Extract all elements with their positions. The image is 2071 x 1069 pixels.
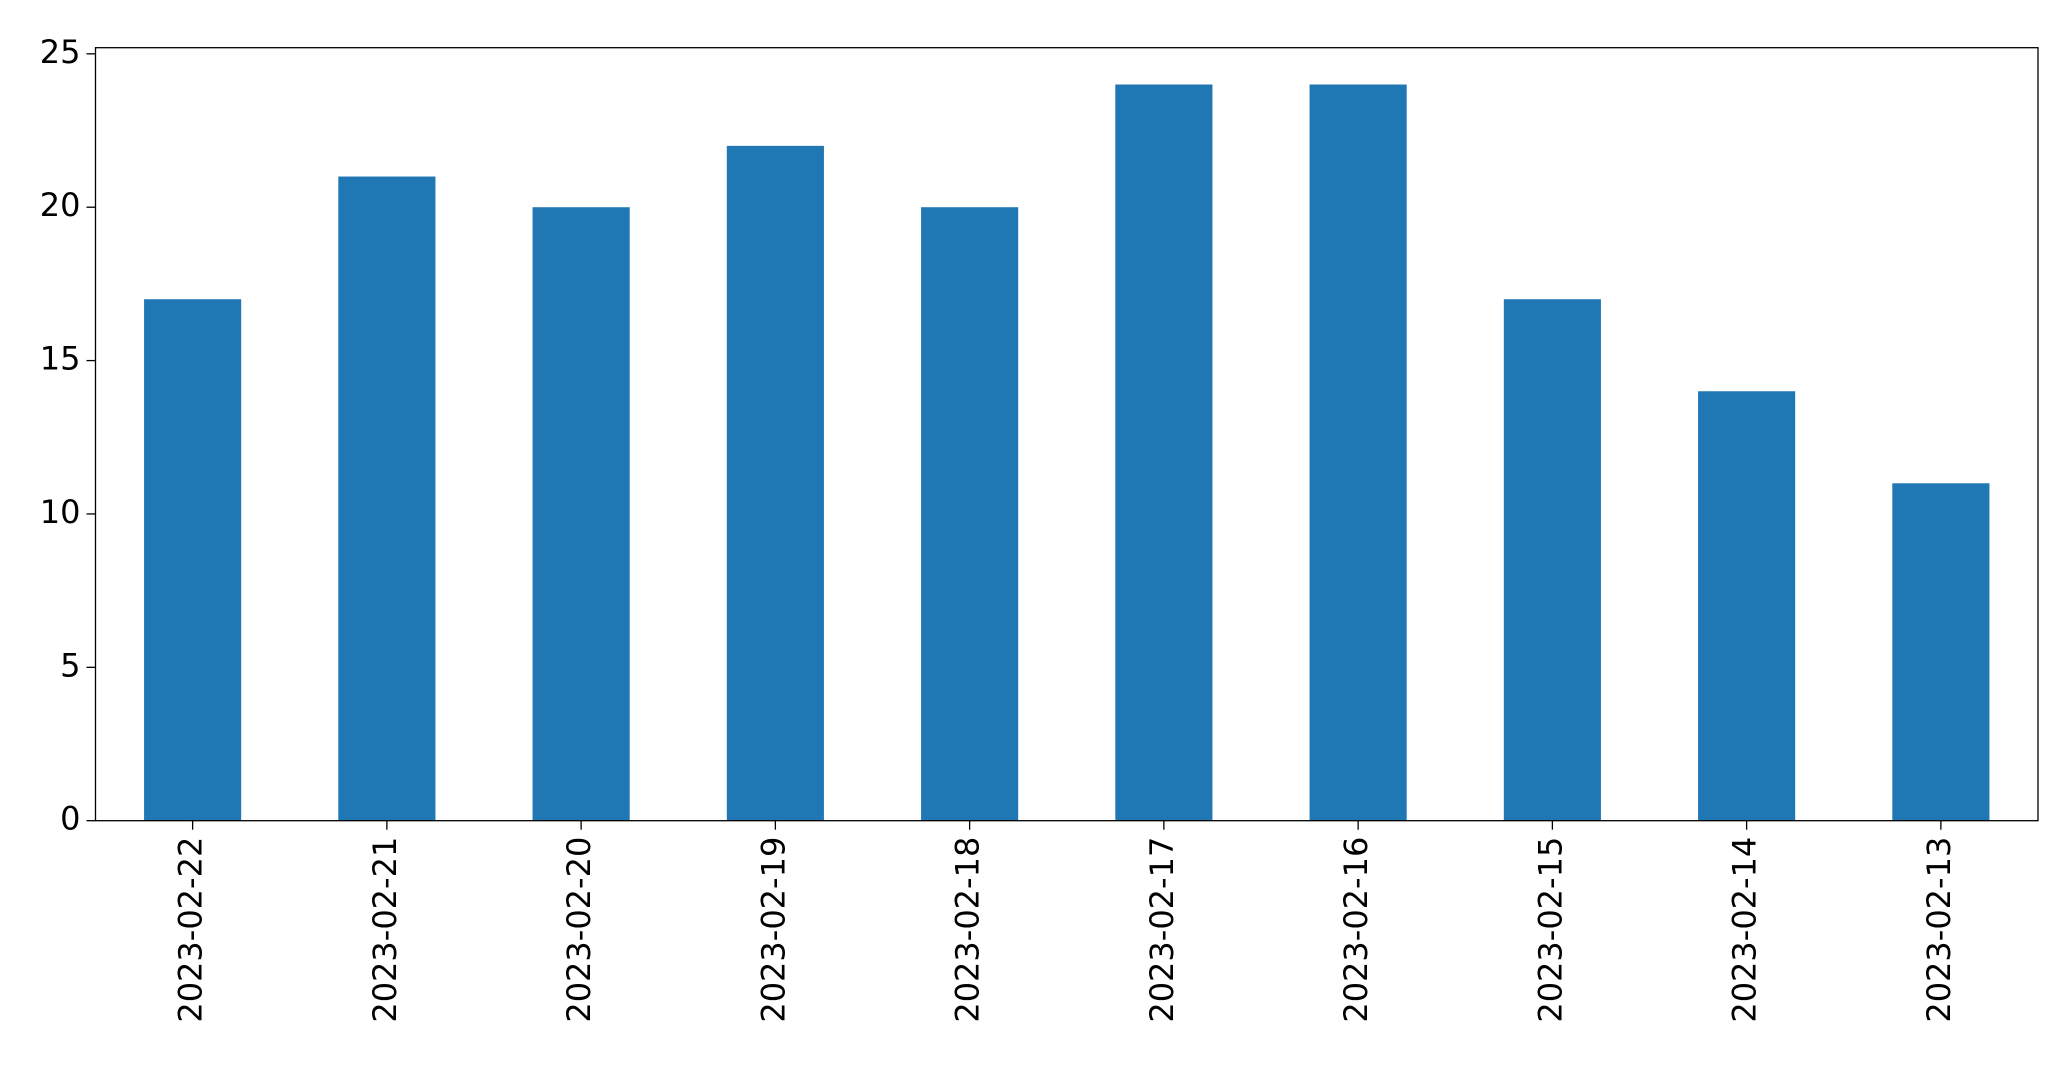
bar <box>338 176 436 821</box>
y-tick-label: 20 <box>40 186 81 224</box>
x-tick-label: 2023-02-19 <box>754 837 792 1023</box>
bar <box>1698 391 1796 821</box>
x-tick-label: 2023-02-22 <box>172 837 210 1023</box>
bar <box>726 145 824 821</box>
x-tick-label: 2023-02-15 <box>1531 837 1569 1023</box>
bar <box>1892 483 1990 821</box>
y-tick-label: 0 <box>60 800 80 838</box>
plot-frame <box>94 47 2039 822</box>
bar <box>1309 84 1407 821</box>
bar <box>532 207 630 821</box>
bar <box>1503 299 1601 821</box>
x-tick-label: 2023-02-18 <box>949 837 987 1023</box>
x-tick-label: 2023-02-13 <box>1920 837 1958 1023</box>
x-tick-label: 2023-02-17 <box>1143 837 1181 1023</box>
y-tick-label: 5 <box>60 646 80 684</box>
bar <box>1115 84 1213 821</box>
x-tick-label: 2023-02-14 <box>1726 837 1764 1023</box>
x-tick-label: 2023-02-20 <box>560 837 598 1023</box>
x-tick-label: 2023-02-21 <box>366 837 404 1023</box>
bar <box>921 207 1019 821</box>
x-tick-label: 2023-02-16 <box>1337 837 1375 1023</box>
bar <box>144 299 242 821</box>
y-tick-label: 25 <box>40 33 81 71</box>
y-tick-label: 15 <box>40 340 81 378</box>
y-tick-label: 10 <box>40 493 81 531</box>
